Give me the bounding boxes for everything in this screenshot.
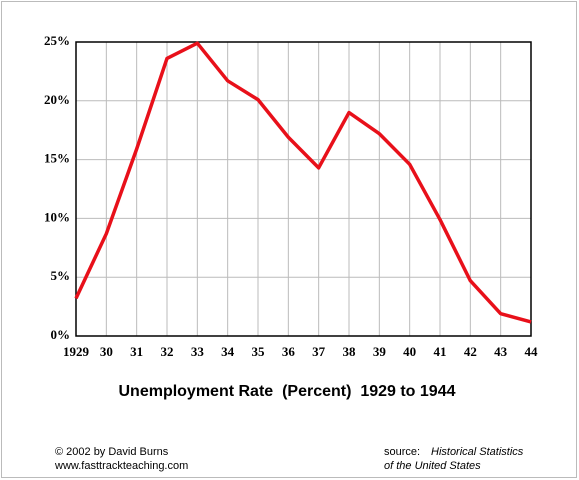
source-title: Historical Statistics — [431, 446, 524, 458]
source-title: of the United States — [384, 460, 481, 472]
x-tick-label: 36 — [282, 344, 296, 359]
data-line — [74, 41, 532, 324]
y-tick-label: 20% — [44, 92, 70, 107]
y-tick-label: 15% — [44, 151, 70, 166]
y-tick-label: 0% — [51, 327, 71, 342]
x-tick-label: 32 — [161, 344, 174, 359]
y-tick-label: 5% — [51, 268, 71, 283]
x-tick-label: 42 — [464, 344, 477, 359]
x-tick-label: 43 — [494, 344, 508, 359]
x-tick-label: 37 — [312, 344, 326, 359]
x-tick-label: 35 — [252, 344, 266, 359]
y-tick-label: 25% — [44, 33, 70, 48]
x-tick-label: 31 — [130, 344, 143, 359]
x-tick-label: 1929 — [63, 344, 90, 359]
x-tick-label: 38 — [343, 344, 357, 359]
y-tick-label: 10% — [44, 209, 70, 224]
source-label: source: — [384, 446, 420, 458]
x-tick-label: 41 — [434, 344, 447, 359]
x-tick-label: 34 — [221, 344, 235, 359]
chart-title: Unemployment Rate (Percent) 1929 to 1944 — [118, 383, 455, 400]
x-tick-label: 30 — [100, 344, 113, 359]
x-tick-label: 33 — [191, 344, 205, 359]
x-tick-label: 44 — [525, 344, 539, 359]
plot-border — [75, 41, 532, 337]
x-tick-label: 40 — [403, 344, 416, 359]
x-tick-label: 39 — [373, 344, 387, 359]
copyright: © 2002 by David Burns — [55, 446, 169, 458]
website: www.fasttrackteaching.com — [54, 460, 188, 472]
